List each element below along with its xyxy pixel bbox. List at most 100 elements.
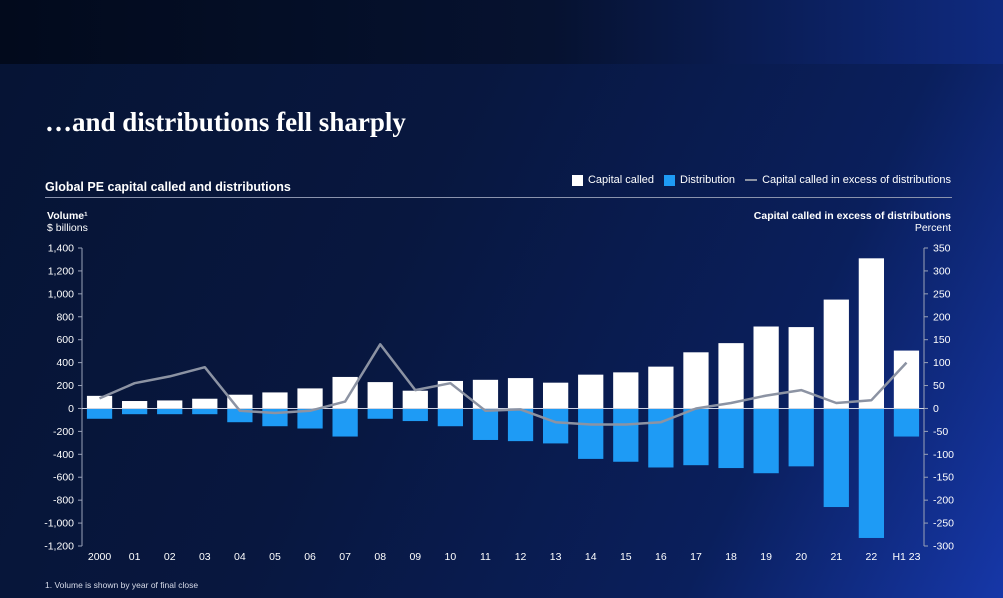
x-tick-label: 01 [129, 551, 141, 563]
right-tick-label: -300 [933, 541, 954, 553]
legend-swatch-capital-called [571, 174, 583, 186]
bar-capital-called [893, 350, 920, 409]
bar-distribution [437, 408, 464, 427]
window-top-band [0, 0, 1003, 64]
bar-capital-called [858, 258, 885, 409]
bar-capital-called [157, 400, 183, 409]
bar-distribution [402, 408, 428, 422]
left-tick-label: 400 [56, 357, 74, 369]
bar-capital-called [542, 382, 569, 409]
slide-title: …and distributions fell sharply [45, 107, 406, 137]
right-tick-label: 150 [933, 334, 951, 346]
x-tick-label: 18 [725, 551, 737, 563]
bar-distribution [121, 408, 148, 415]
bar-distribution [893, 408, 920, 437]
right-tick-label: 200 [933, 311, 951, 323]
right-tick-label: -50 [933, 426, 948, 438]
x-tick-label: 05 [269, 551, 281, 563]
x-tick-label: 07 [339, 551, 351, 563]
bar-distribution [472, 408, 499, 440]
x-tick-label: 22 [866, 551, 878, 563]
left-tick-label: 800 [56, 311, 74, 323]
bar-distribution [507, 408, 534, 442]
right-tick-label: -200 [933, 495, 954, 507]
bar-distribution [262, 408, 288, 427]
bar-capital-called [507, 378, 534, 409]
bar-capital-called [613, 372, 639, 409]
right-tick-label: -150 [933, 472, 954, 484]
left-axis-title: Volume¹ [47, 210, 88, 222]
right-tick-label: 250 [933, 288, 951, 300]
bar-distribution [648, 408, 674, 468]
bar-capital-called [823, 299, 849, 409]
bar-capital-called [578, 374, 604, 409]
bar-capital-called [683, 352, 709, 409]
bar-capital-called [297, 388, 323, 409]
bar-capital-called [227, 394, 253, 409]
legend-item-excess: Capital called in excess of distribution… [745, 174, 951, 186]
bar-capital-called [402, 390, 428, 409]
legend-item-distribution: Distribution [664, 174, 735, 186]
legend-swatch-excess-line [745, 179, 758, 181]
left-tick-label: -800 [53, 495, 74, 507]
left-tick-label: -600 [53, 472, 74, 484]
left-axis-unit: $ billions [47, 222, 88, 234]
bar-distribution [823, 408, 849, 508]
x-tick-label: 2000 [88, 551, 112, 563]
x-tick-label: 03 [199, 551, 211, 563]
x-tick-label: 11 [480, 551, 491, 563]
left-tick-label: -200 [53, 426, 74, 438]
x-tick-label: 09 [409, 551, 421, 563]
bar-distribution [332, 408, 358, 437]
left-tick-label: 600 [56, 334, 74, 346]
chart-legend: Capital called Distribution Capital call… [571, 174, 951, 186]
right-tick-label: 50 [933, 380, 945, 392]
bar-capital-called [718, 343, 744, 409]
line-capital-called-in-excess [99, 343, 908, 426]
x-tick-label: 13 [550, 551, 562, 563]
legend-label-capital-called: Capital called [587, 174, 655, 186]
x-tick-label: 04 [234, 551, 246, 563]
bar-capital-called [262, 392, 288, 409]
left-tick-label: 1,400 [48, 243, 74, 255]
x-tick-label: 06 [304, 551, 316, 563]
left-tick-label: -1,000 [44, 518, 74, 530]
left-tick-label: 0 [68, 403, 74, 415]
bar-capital-called [192, 398, 218, 409]
bar-distribution [788, 408, 814, 467]
left-tick-label: 1,000 [48, 288, 74, 300]
bar-distribution [578, 408, 604, 459]
x-tick-label: 02 [164, 551, 176, 563]
right-axis-title: Capital called in excess of distribution… [753, 210, 951, 222]
bar-capital-called [648, 366, 674, 409]
legend-swatch-distribution [664, 174, 676, 186]
bar-capital-called [788, 327, 814, 409]
bar-capital-called [86, 395, 113, 409]
bar-distribution [367, 408, 393, 419]
left-tick-label: -400 [53, 449, 74, 461]
title-divider [45, 197, 952, 198]
legend-label-excess: Capital called in excess of distribution… [762, 174, 951, 186]
x-tick-label: 19 [760, 551, 772, 563]
x-tick-label: H1 23 [892, 551, 920, 563]
x-tick-label: 10 [445, 551, 457, 563]
bar-distribution [613, 408, 639, 462]
legend-label-distribution: Distribution [680, 174, 736, 186]
right-tick-label: 350 [933, 243, 951, 255]
bar-distribution [192, 408, 218, 415]
bar-distribution [718, 408, 744, 469]
bar-distribution [157, 408, 183, 415]
bar-distribution [86, 408, 113, 419]
chart-subtitle: Global PE capital called and distributio… [45, 180, 291, 194]
bar-distribution [297, 408, 323, 429]
right-tick-label: -100 [933, 449, 954, 461]
right-tick-label: -250 [933, 518, 954, 530]
footnote: 1. Volume is shown by year of final clos… [45, 580, 199, 590]
left-tick-label: 1,200 [48, 265, 74, 277]
x-tick-label: 20 [795, 551, 807, 563]
x-tick-label: 12 [515, 551, 527, 563]
x-tick-label: 21 [830, 551, 842, 563]
right-tick-label: 100 [933, 357, 951, 369]
legend-item-capital-called: Capital called [571, 174, 655, 186]
